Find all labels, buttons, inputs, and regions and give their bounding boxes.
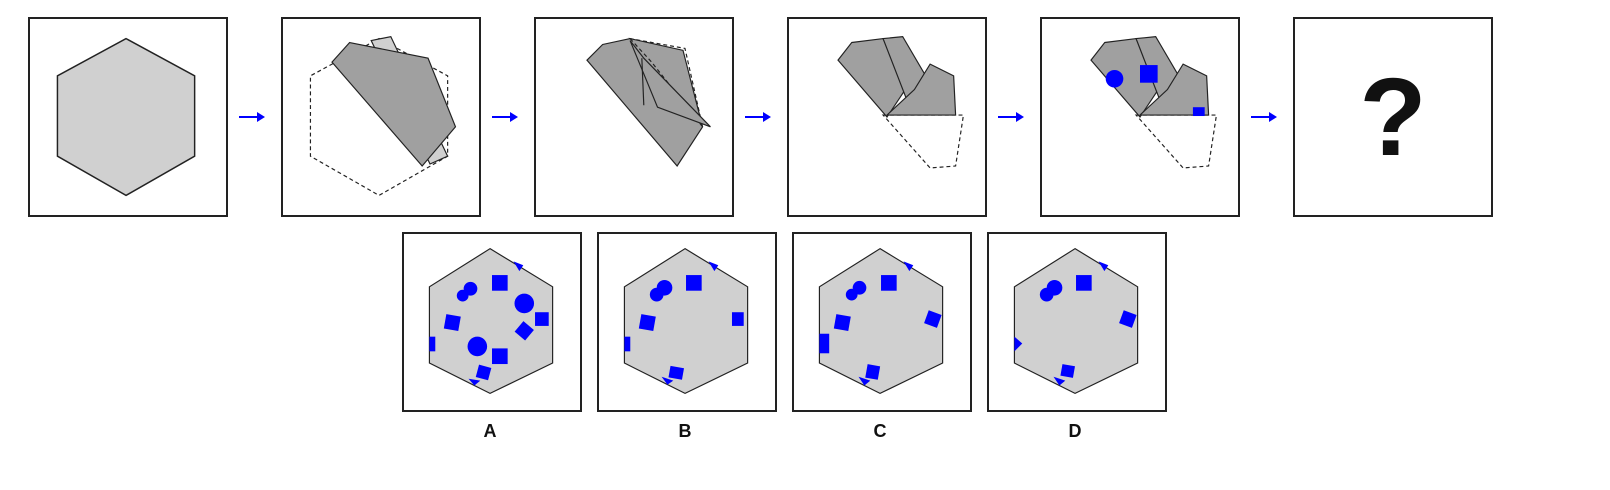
option-d-hexagon — [1013, 247, 1139, 395]
arrow-right-icon — [239, 112, 265, 122]
step-5-panel — [1040, 17, 1240, 217]
question-panel: ? — [1293, 17, 1493, 217]
option-d-label: D — [1068, 421, 1082, 441]
second-fold — [586, 37, 711, 167]
arrow-right-icon — [998, 112, 1024, 122]
punched-square — [1192, 107, 1205, 117]
step-2-panel — [281, 17, 481, 217]
step-3-panel — [534, 17, 734, 217]
punched-fold — [1090, 36, 1218, 169]
option-b-hexagon — [623, 247, 749, 395]
punched-square — [1140, 65, 1158, 83]
option-c-hexagon — [818, 247, 944, 395]
option-a-hexagon — [428, 247, 554, 395]
question-mark: ? — [1359, 55, 1427, 179]
arrow-right-icon — [745, 112, 771, 122]
arrow-right-icon — [492, 112, 518, 122]
option-b-panel[interactable] — [597, 232, 777, 412]
unfolded-hexagon — [56, 37, 196, 197]
option-a-panel[interactable] — [402, 232, 582, 412]
first-fold — [309, 35, 457, 197]
third-fold — [837, 36, 965, 169]
step-4-panel — [787, 17, 987, 217]
option-c-label: C — [873, 421, 887, 441]
option-b-label: B — [678, 421, 692, 441]
option-d-panel[interactable] — [987, 232, 1167, 412]
step-1-panel — [28, 17, 228, 217]
option-a-label: A — [483, 421, 497, 441]
arrow-right-icon — [1251, 112, 1277, 122]
punched-circle — [1105, 69, 1124, 88]
option-c-panel[interactable] — [792, 232, 972, 412]
